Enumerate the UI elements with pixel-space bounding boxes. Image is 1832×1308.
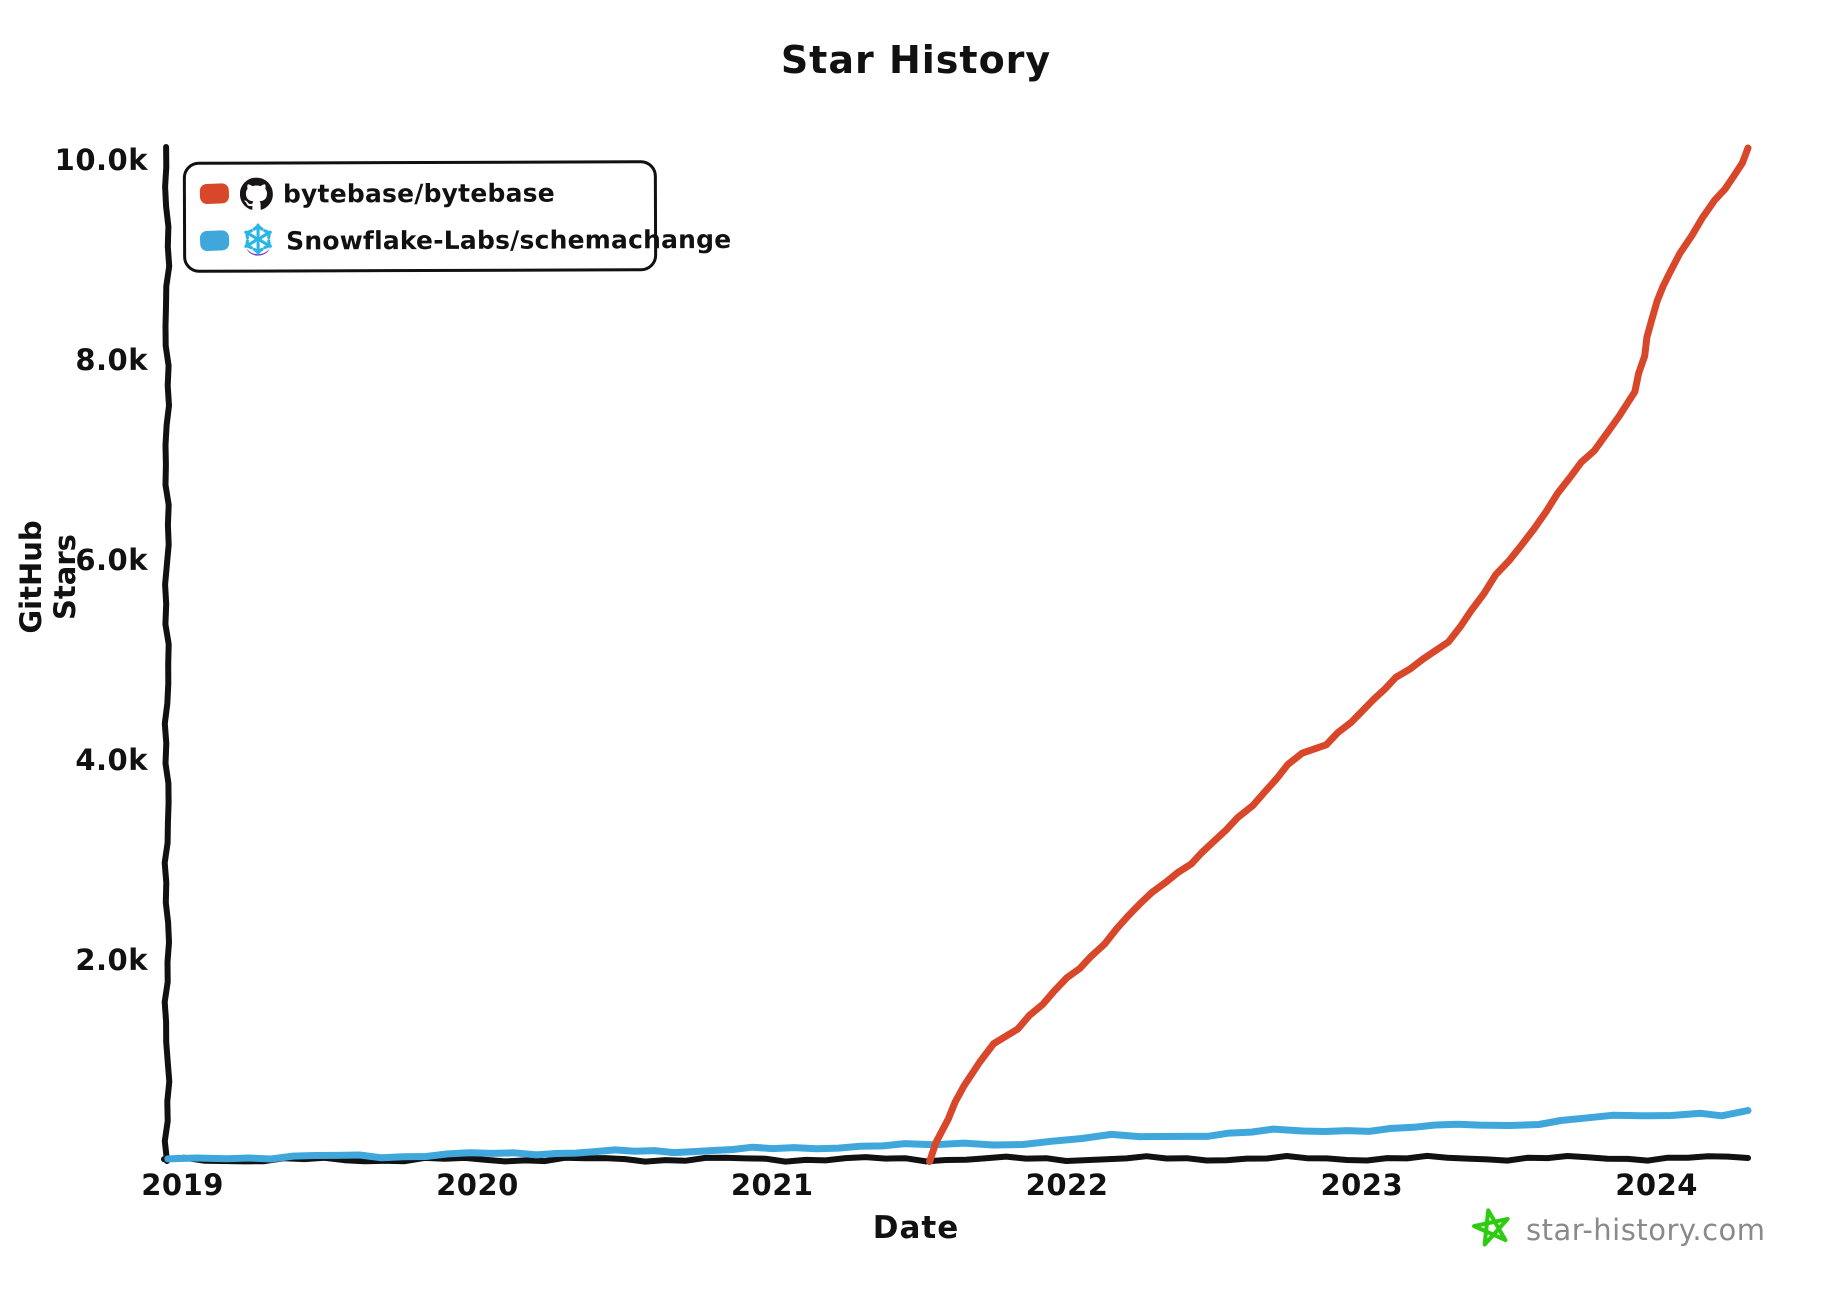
star-logo-icon bbox=[1468, 1204, 1516, 1256]
footer-brand-text: star-history.com bbox=[1526, 1213, 1766, 1247]
footer-brand-link[interactable]: star-history.com bbox=[1468, 1204, 1766, 1256]
y-axis-line bbox=[161, 144, 173, 1164]
legend: bytebase/bytebase bbox=[182, 160, 731, 273]
x-tick-2022: 2022 bbox=[1025, 1168, 1109, 1202]
y-tick-8.0k: 8.0k bbox=[75, 343, 148, 377]
legend-swatch-bytebase bbox=[199, 183, 230, 204]
series-line-bytebase bbox=[926, 144, 1752, 1165]
y-tick-4.0k: 4.0k bbox=[75, 743, 148, 777]
snowflake-icon bbox=[240, 222, 276, 260]
legend-item-schemachange: Snowflake-Labs/schemachange bbox=[199, 219, 731, 261]
chart-title: Star History bbox=[780, 38, 1052, 82]
github-icon bbox=[239, 177, 273, 210]
y-tick-2.0k: 2.0k bbox=[75, 943, 148, 977]
y-axis-label: GitHub Stars bbox=[14, 520, 82, 634]
legend-item-bytebase: bytebase/bytebase bbox=[199, 172, 654, 214]
x-tick-2020: 2020 bbox=[436, 1168, 519, 1202]
y-tick-6.0k: 6.0k bbox=[75, 543, 148, 577]
x-tick-2024: 2024 bbox=[1615, 1168, 1698, 1202]
legend-label-schemachange: Snowflake-Labs/schemachange bbox=[286, 224, 732, 255]
series-line-schemachange bbox=[164, 1107, 1752, 1163]
legend-swatch-schemachange bbox=[199, 230, 230, 251]
x-tick-2019: 2019 bbox=[141, 1168, 224, 1202]
y-tick-10.0k: 10.0k bbox=[54, 143, 148, 177]
x-tick-2023: 2023 bbox=[1320, 1168, 1404, 1202]
x-tick-2021: 2021 bbox=[730, 1168, 814, 1202]
legend-label-bytebase: bytebase/bytebase bbox=[282, 178, 555, 208]
x-axis-label: Date bbox=[872, 1210, 960, 1246]
